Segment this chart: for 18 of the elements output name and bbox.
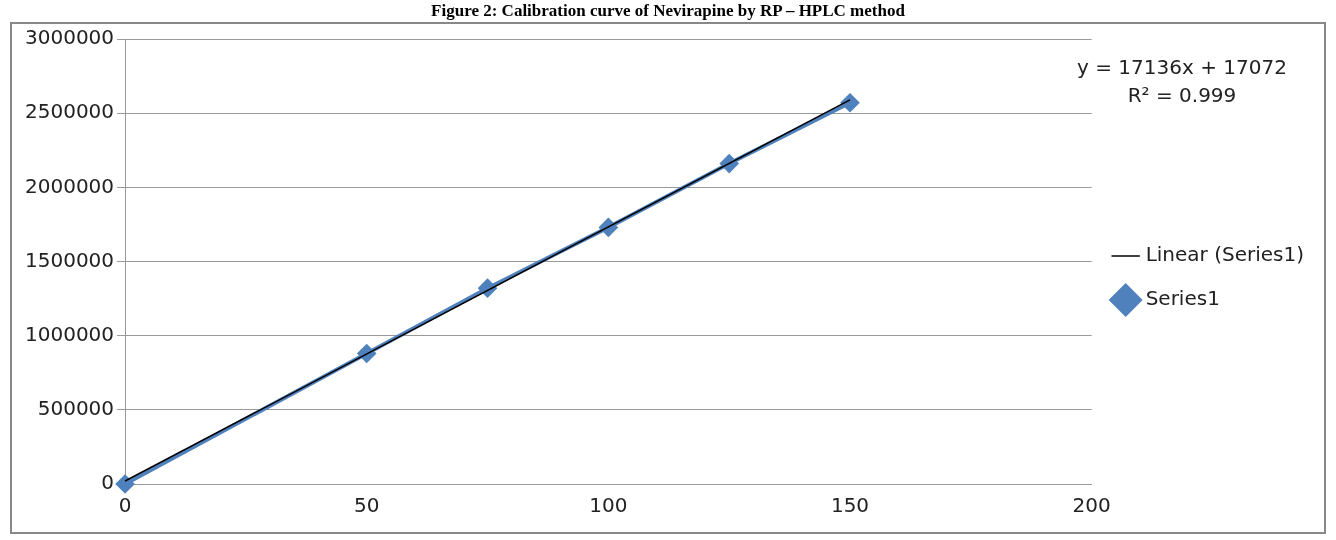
y-tick-label: 3000000	[24, 25, 115, 50]
legend-label: Linear (Series1)	[1145, 242, 1305, 267]
legend-label: Series1	[1145, 286, 1220, 311]
x-tick-label: 50	[353, 493, 380, 518]
x-tick-label: 100	[589, 493, 628, 518]
y-tick-label: 1000000	[24, 321, 115, 346]
y-tick-label: 500000	[37, 396, 115, 421]
y-tick-label: 2000000	[24, 173, 115, 198]
x-tick-label: 150	[830, 493, 870, 518]
x-tick-label: 200	[1072, 493, 1111, 518]
y-tick-label: 1500000	[24, 247, 115, 272]
chart-title: Figure 2: Calibration curve of Nevirapine by RP – HPLC method	[430, 0, 906, 22]
y-tick-label: 2500000	[24, 99, 115, 124]
point	[116, 475, 135, 493]
annotation: y = 17136x + 17072	[1077, 55, 1287, 79]
text: R² = 0.999	[1127, 83, 1237, 107]
x-tick-label: 0	[118, 493, 132, 518]
y-tick-label: 0	[101, 470, 115, 495]
